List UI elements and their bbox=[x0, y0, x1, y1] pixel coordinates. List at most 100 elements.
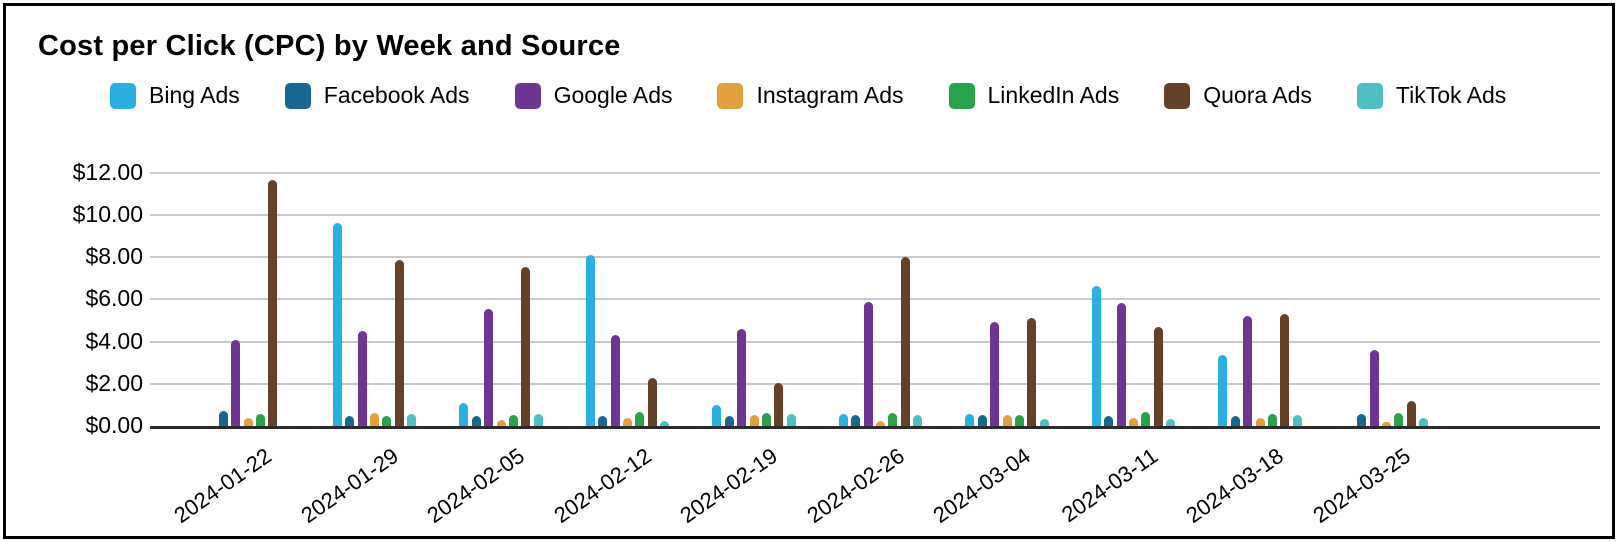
chart-title: Cost per Click (CPC) by Week and Source bbox=[38, 30, 621, 62]
chart-bar bbox=[407, 414, 417, 426]
x-axis-label: 2024-02-05 bbox=[422, 443, 530, 529]
chart-bar bbox=[218, 411, 228, 426]
chart-bar bbox=[1394, 413, 1404, 426]
x-axis-label: 2024-02-19 bbox=[675, 443, 783, 529]
legend-swatch-icon bbox=[948, 82, 975, 109]
legend-item: Instagram Ads bbox=[717, 82, 904, 109]
chart-bar bbox=[647, 378, 657, 426]
chart-bar bbox=[1292, 415, 1302, 426]
chart-bar bbox=[900, 257, 910, 426]
chart-bar bbox=[749, 415, 759, 426]
chart-bar bbox=[1039, 418, 1049, 426]
chart-bar bbox=[635, 412, 645, 426]
chart-bar bbox=[965, 414, 975, 426]
legend-item: Quora Ads bbox=[1164, 82, 1312, 109]
chart-bar bbox=[1280, 314, 1290, 426]
chart-bar bbox=[1153, 326, 1163, 426]
chart-bar bbox=[977, 415, 987, 426]
chart-bar bbox=[1230, 416, 1240, 426]
legend-item: TikTok Ads bbox=[1356, 82, 1506, 109]
chart-bar bbox=[1002, 415, 1012, 426]
legend-label: Quora Ads bbox=[1203, 82, 1312, 108]
chart-bar bbox=[345, 416, 355, 426]
chart-bar bbox=[1419, 417, 1429, 426]
chart-bar bbox=[1267, 414, 1277, 426]
x-axis-label: 2024-02-12 bbox=[549, 443, 656, 529]
chart-bar bbox=[394, 260, 404, 426]
chart-bar bbox=[660, 420, 670, 426]
y-axis-tick-label: $0.00 bbox=[85, 412, 143, 438]
gridline bbox=[150, 298, 1600, 301]
x-axis-label: 2024-03-04 bbox=[928, 443, 1036, 529]
chart-bar bbox=[786, 414, 796, 426]
chart-bar bbox=[268, 179, 278, 426]
chart-bar bbox=[382, 416, 392, 426]
chart-bar bbox=[1357, 414, 1367, 426]
chart-bar bbox=[1243, 316, 1253, 426]
chart-bar bbox=[761, 413, 771, 426]
x-axis-label: 2024-03-18 bbox=[1181, 443, 1289, 529]
chart-bar bbox=[243, 417, 253, 426]
legend-label: Google Ads bbox=[553, 82, 673, 108]
chart-bar bbox=[1166, 418, 1176, 426]
chart-bar bbox=[1406, 400, 1416, 426]
chart-bar bbox=[496, 419, 506, 426]
chart-bar bbox=[484, 308, 494, 426]
chart-bar bbox=[357, 330, 367, 426]
y-axis-tick-label: $8.00 bbox=[85, 243, 143, 269]
chart-bar bbox=[533, 414, 543, 426]
chart-bar bbox=[712, 404, 722, 426]
legend-swatch-icon bbox=[1356, 82, 1383, 109]
gridline bbox=[150, 213, 1600, 216]
chart-bar bbox=[876, 420, 885, 426]
legend: Bing Ads Facebook Ads Google Ads Instagram … bbox=[110, 82, 1506, 109]
chart-bar bbox=[774, 382, 784, 426]
chart-bar bbox=[1104, 416, 1114, 426]
chart-bar bbox=[888, 413, 898, 426]
chart-bar bbox=[737, 328, 747, 426]
chart-bar bbox=[508, 415, 518, 426]
chart-bar bbox=[585, 254, 595, 426]
y-axis-tick-label: $4.00 bbox=[85, 327, 143, 354]
chart-bar bbox=[1091, 285, 1101, 426]
legend-label: LinkedIn Ads bbox=[987, 82, 1120, 108]
gridline bbox=[150, 256, 1600, 258]
legend-item: Facebook Ads bbox=[284, 82, 470, 109]
chart-bar bbox=[255, 414, 265, 426]
chart-bar bbox=[332, 223, 342, 426]
x-axis-label: 2024-02-26 bbox=[802, 443, 909, 529]
chart-bar bbox=[598, 416, 608, 426]
chart-bar bbox=[863, 302, 873, 426]
chart-bar bbox=[990, 322, 1000, 426]
chart-bar bbox=[724, 416, 734, 426]
chart-bar bbox=[370, 413, 379, 426]
legend-swatch-icon bbox=[284, 82, 311, 109]
y-axis-tick-label: $6.00 bbox=[85, 285, 143, 312]
legend-item: Google Ads bbox=[514, 82, 673, 109]
legend-swatch-icon bbox=[110, 82, 136, 109]
legend-swatch-icon bbox=[717, 82, 744, 109]
chart-bar bbox=[231, 340, 241, 426]
chart-bar bbox=[1218, 355, 1228, 426]
chart-bar bbox=[1141, 412, 1151, 426]
chart-bar bbox=[521, 266, 531, 426]
y-axis-tick-label: $12.00 bbox=[72, 158, 143, 185]
chart-bar bbox=[1129, 417, 1138, 426]
chart-bar bbox=[610, 335, 620, 426]
legend-item: LinkedIn Ads bbox=[948, 82, 1120, 109]
chart-bar bbox=[1369, 349, 1379, 426]
legend-swatch-icon bbox=[1164, 82, 1191, 109]
x-axis-label: 2024-01-22 bbox=[169, 443, 277, 529]
x-axis-label: 2024-03-11 bbox=[1056, 443, 1162, 528]
chart-bar bbox=[851, 415, 861, 426]
chart-bar bbox=[471, 416, 481, 426]
x-axis-line bbox=[150, 426, 1600, 429]
x-axis-label: 2024-01-29 bbox=[296, 443, 403, 529]
chart-bar bbox=[1255, 417, 1265, 426]
chart-bar bbox=[623, 417, 632, 426]
chart-bar bbox=[1014, 415, 1024, 426]
x-axis-label: 2024-03-25 bbox=[1308, 443, 1415, 529]
chart-bar bbox=[1382, 421, 1391, 426]
y-axis-tick-label: $2.00 bbox=[85, 369, 143, 396]
